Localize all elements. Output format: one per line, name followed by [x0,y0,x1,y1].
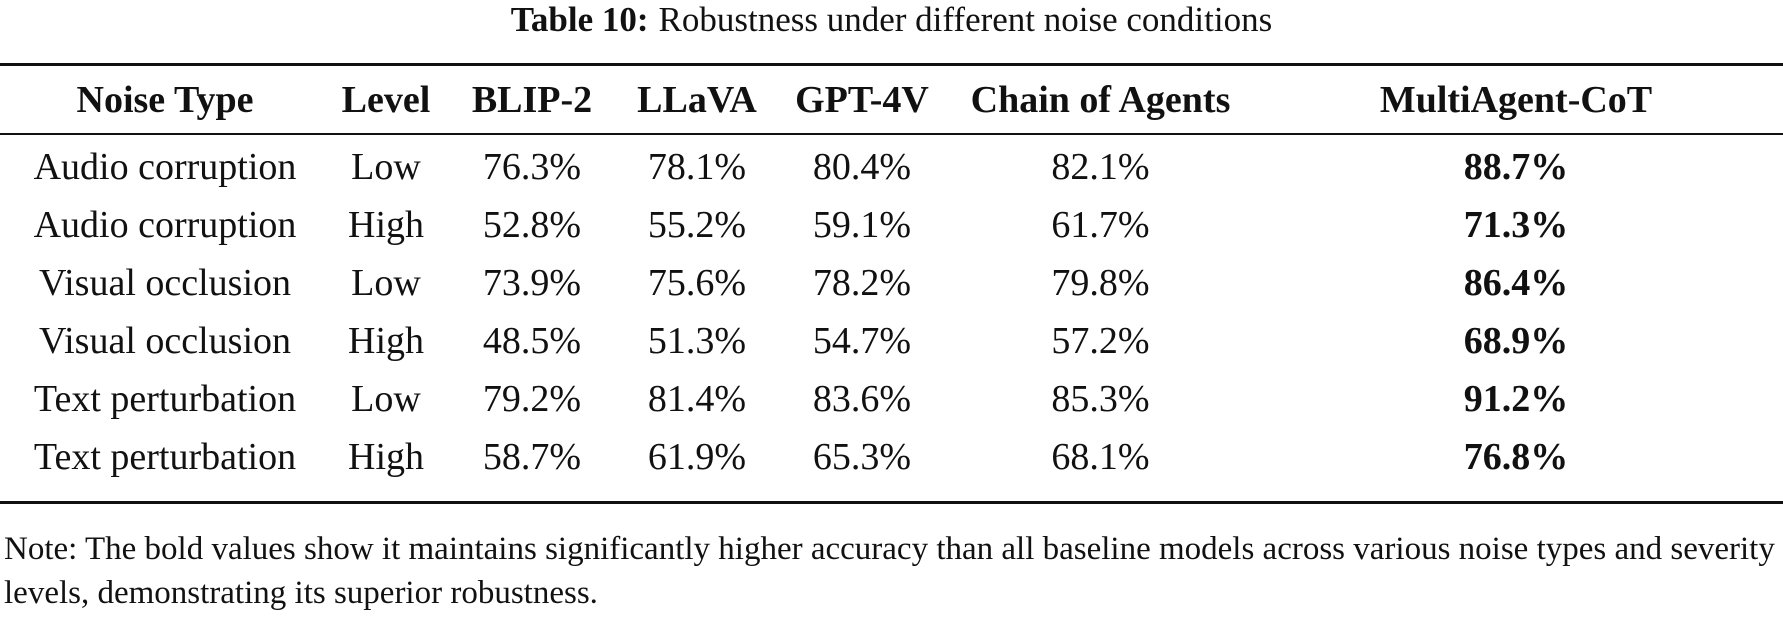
cell-llava: 61.9% [647,436,747,478]
cell-level: Low [351,378,421,420]
cell-noise-type: Audio corruption [33,204,297,246]
cell-chain-of-agents: 82.1% [1051,146,1150,188]
table-bottom-rule [0,501,1783,504]
cell-multiagent-cot: 88.7% [1463,146,1569,188]
cell-noise-type: Visual occlusion [38,262,292,304]
cell-multiagent-cot: 68.9% [1463,320,1569,362]
cell-noise-type: Visual occlusion [38,320,292,362]
cell-gpt4v: 54.7% [812,320,912,362]
table-note: Note: The bold values show it maintains … [4,531,1775,611]
table-caption-text: Robustness under different noise conditi… [658,0,1273,39]
cell-multiagent-cot: 76.8% [1463,436,1569,478]
table-top-rule [0,63,1783,66]
cell-noise-type: Text perturbation [33,378,297,420]
cell-gpt4v: 78.2% [812,262,912,304]
cell-level: High [348,320,424,362]
cell-blip2: 76.3% [482,146,582,188]
cell-llava: 81.4% [647,378,747,420]
cell-gpt4v: 65.3% [812,436,912,478]
header-multiagent-cot: MultiAgent-CoT [1379,79,1653,121]
cell-gpt4v: 59.1% [812,204,912,246]
header-gpt4v: GPT-4V [795,79,929,121]
cell-level: High [348,204,424,246]
cell-chain-of-agents: 68.1% [1051,436,1150,478]
cell-level: High [348,436,424,478]
cell-llava: 75.6% [647,262,747,304]
cell-blip2: 48.5% [482,320,582,362]
table-row: Text perturbation Low 79.2% 81.4% 83.6% … [0,370,1783,428]
cell-multiagent-cot: 86.4% [1463,262,1569,304]
cell-blip2: 58.7% [482,436,582,478]
cell-noise-type: Text perturbation [33,436,297,478]
cell-llava: 55.2% [647,204,747,246]
cell-llava: 51.3% [647,320,747,362]
table-caption: Table 10: Robustness under different nois… [0,0,1783,40]
cell-gpt4v: 83.6% [812,378,912,420]
cell-chain-of-agents: 57.2% [1051,320,1150,362]
header-llava: LLaVA [637,79,757,121]
header-blip2: BLIP-2 [471,79,593,121]
cell-gpt4v: 80.4% [812,146,912,188]
table-header-row: Noise Type Level BLIP-2 LLaVA GPT-4V Cha… [0,66,1783,134]
header-chain-of-agents: Chain of Agents [970,79,1231,121]
cell-llava: 78.1% [647,146,747,188]
cell-blip2: 79.2% [482,378,582,420]
cell-multiagent-cot: 91.2% [1463,378,1569,420]
results-table: Noise Type Level BLIP-2 LLaVA GPT-4V Cha… [0,66,1783,486]
header-level: Level [341,79,431,121]
cell-chain-of-agents: 85.3% [1051,378,1150,420]
cell-blip2: 52.8% [482,204,582,246]
cell-level: Low [351,146,421,188]
cell-multiagent-cot: 71.3% [1463,204,1569,246]
table-row: Visual occlusion Low 73.9% 75.6% 78.2% 7… [0,254,1783,312]
table-row: Visual occlusion High 48.5% 51.3% 54.7% … [0,312,1783,370]
cell-noise-type: Audio corruption [33,146,297,188]
table-header-rule [0,133,1783,135]
cell-chain-of-agents: 79.8% [1051,262,1150,304]
cell-chain-of-agents: 61.7% [1051,204,1150,246]
table-row: Text perturbation High 58.7% 61.9% 65.3%… [0,428,1783,486]
table-caption-label: Table 10: [510,0,649,39]
table-row: Audio corruption Low 76.3% 78.1% 80.4% 8… [0,134,1783,196]
cell-blip2: 73.9% [482,262,582,304]
cell-level: Low [351,262,421,304]
header-noise-type: Noise Type [76,79,254,121]
table-row: Audio corruption High 52.8% 55.2% 59.1% … [0,196,1783,254]
